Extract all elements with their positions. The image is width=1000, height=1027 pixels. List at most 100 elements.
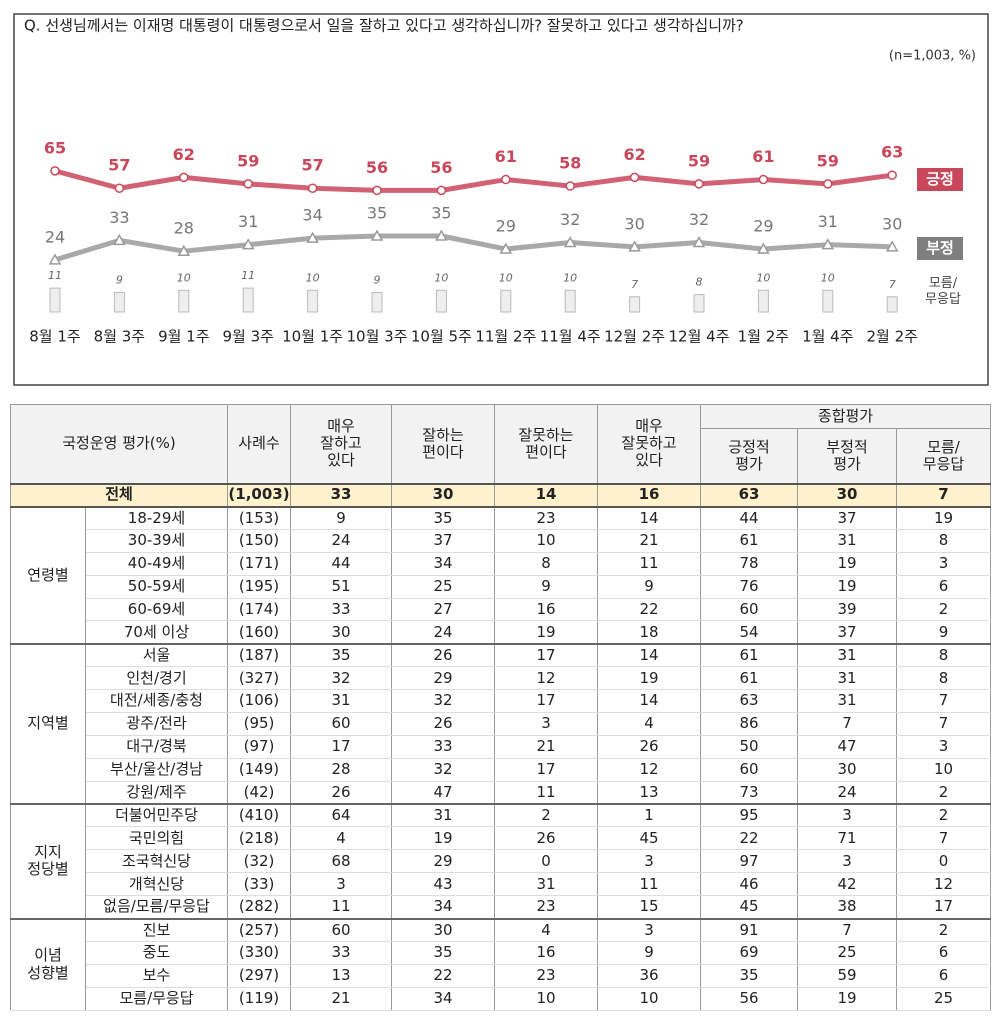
table-cell: 60	[290, 917, 392, 942]
table-row: 대전/세종/충청 (106) 31 32 17 14 63 31 7	[11, 689, 991, 714]
table-cell: (218)	[227, 826, 291, 851]
x-tick-label: 8월 1주	[29, 328, 80, 346]
value-label: 29	[496, 217, 516, 236]
table-cell: 21	[290, 986, 392, 1011]
value-label: 28	[174, 219, 194, 238]
table-cell: 9	[494, 574, 598, 599]
value-label: 32	[560, 210, 580, 229]
table-row: 국정운영 평가(%) 사례수 매우 잘하고 있다 잘하는 편이다 잘못하는 편이다 매우 …	[10, 404, 991, 484]
row-label: 보수	[85, 963, 228, 988]
header-cell: 매우 잘못하고 있다	[597, 404, 701, 484]
bar	[113, 291, 125, 313]
table-cell: 0	[896, 849, 991, 874]
table-cell: 3	[896, 551, 991, 576]
table-cell: 17	[896, 895, 991, 920]
table-cell: 19	[797, 986, 897, 1011]
value-label: 34	[302, 206, 322, 225]
row-label: 18-29세	[85, 506, 228, 530]
table-cell: 78	[700, 551, 798, 576]
table-cell: 전체	[10, 482, 228, 508]
table-cell: (160)	[227, 620, 291, 645]
table-cell: 14	[597, 642, 701, 668]
table-cell: 17	[494, 757, 598, 782]
row-label: 30-39세	[85, 528, 228, 553]
table-row: 보수 (297) 13 22 23 36 35 59 6	[11, 963, 991, 988]
table-row: 부산/울산/경남 (149) 28 32 17 12 60 30 10	[11, 757, 991, 782]
point	[435, 229, 448, 241]
x-tick-label: 9월 3주	[222, 328, 273, 346]
table-cell: 23	[494, 895, 598, 920]
table-cell: 46	[700, 872, 798, 897]
table-cell: 26	[597, 734, 701, 759]
table-cell: 14	[494, 482, 598, 508]
value-label: 35	[367, 204, 387, 223]
table-row: 강원/제주 (42) 26 47 11 13 73 24 2	[11, 780, 991, 805]
table-cell: 21	[597, 528, 701, 553]
value-label: 10	[563, 271, 577, 284]
table-row: 지지 정당별 더불어민주당 (410) 64 31 2 1 95 3 2	[10, 803, 991, 920]
table-cell: 3	[896, 734, 991, 759]
value-label: 65	[44, 138, 66, 157]
value-label: 33	[109, 208, 129, 227]
value-label: 30	[882, 214, 902, 233]
table-row: 30-39세 (150) 24 37 10 21 61 31 8	[11, 528, 991, 553]
chart-frame	[13, 13, 989, 386]
value-label: 10	[499, 271, 513, 284]
row-label: 광주/전라	[85, 712, 228, 736]
value-label: 10	[434, 271, 448, 284]
table-cell: 61	[700, 642, 798, 668]
table-row: 모름/무응답 (119) 21 34 10 10 56 19 25	[11, 986, 991, 1011]
value-label: 24	[45, 227, 65, 246]
table-cell: 26	[290, 780, 392, 805]
table-cell: 3	[494, 712, 598, 736]
table-cell: 2	[896, 917, 991, 942]
table-row: 없음/모름/무응답 (282) 11 34 23 15 45 38 17	[11, 895, 991, 920]
table-cell: 24	[797, 780, 897, 805]
point	[887, 170, 897, 180]
bar	[500, 289, 512, 313]
row-label: 대구/경북	[85, 734, 228, 759]
value-label: 11	[48, 269, 62, 282]
table-cell: 11	[597, 872, 701, 897]
table-row: 전체 (1,003) 33 30 14 16 63 30 7	[10, 482, 991, 508]
table-cell: 39	[797, 597, 897, 622]
table-cell: 11	[290, 895, 392, 920]
value-label: 8	[696, 276, 703, 289]
table-cell: (257)	[227, 917, 291, 942]
table-cell: (297)	[227, 963, 291, 988]
table-cell: 35	[290, 642, 392, 668]
table-cell: 7	[896, 689, 991, 714]
table-cell: 31	[797, 689, 897, 714]
table-cell: 60	[700, 597, 798, 622]
table-cell: 14	[597, 689, 701, 714]
table-cell: 4	[494, 917, 598, 942]
table-cell: 3	[597, 917, 701, 942]
row-label: 진보	[85, 917, 228, 942]
table-cell: 64	[290, 803, 392, 828]
value-label: 58	[559, 154, 581, 173]
table-cell: 29	[391, 666, 495, 691]
table-cell: (330)	[227, 940, 291, 965]
table-cell: 30	[797, 482, 897, 508]
x-tick-label: 1월 4주	[802, 328, 853, 346]
header-cell: 잘하는 편이다	[391, 404, 495, 484]
table-cell: (149)	[227, 757, 291, 782]
header-cell: 매우 잘하고 있다	[290, 404, 392, 484]
table-cell: 19	[597, 666, 701, 691]
table-row: 40-49세 (171) 44 34 8 11 78 19 3	[11, 551, 991, 576]
row-label: 인천/경기	[85, 666, 228, 691]
row-label: 더불어민주당	[85, 803, 228, 828]
table-row: 긍정적 평가 부정적 평가 모름/ 무응답	[11, 428, 991, 484]
table-cell: 33	[290, 482, 392, 508]
point	[306, 231, 319, 243]
point	[50, 166, 60, 176]
table-cell: 45	[700, 895, 798, 920]
table-cell: 9	[597, 574, 701, 599]
table-cell: 4	[290, 826, 392, 851]
table-cell: (150)	[227, 528, 291, 553]
point	[179, 172, 189, 183]
table-cell: 47	[797, 734, 897, 759]
table-cell: 33	[290, 597, 392, 622]
table-cell: 30	[797, 757, 897, 782]
